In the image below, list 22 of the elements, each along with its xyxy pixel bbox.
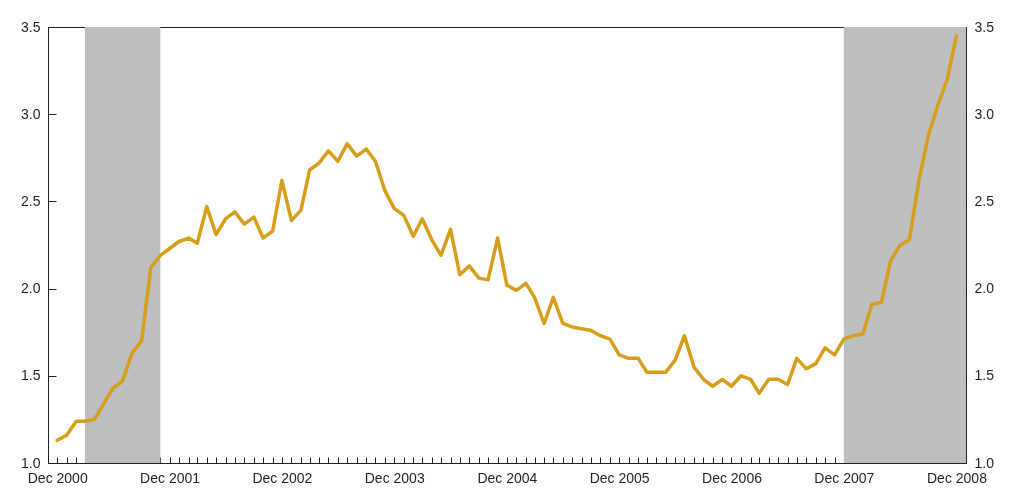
- x-tick-label: Dec 2002: [252, 469, 313, 486]
- y2-tick-label: 3.0: [974, 105, 995, 122]
- x-tick-label: Dec 2000: [27, 469, 88, 486]
- y-tick-label: 2.0: [21, 280, 41, 297]
- x-tick-label: Dec 2001: [140, 469, 201, 486]
- x-tick-label: Dec 2003: [364, 469, 425, 486]
- y2-tick-label: 2.5: [974, 192, 995, 209]
- y-tick-label: 3.0: [21, 105, 41, 122]
- y-tick-label: 2.5: [21, 192, 41, 209]
- x-tick-label: Dec 2008: [926, 469, 988, 486]
- x-tick-label: Dec 2007: [814, 469, 875, 486]
- line-series: [55, 33, 959, 443]
- y-tick-label: 1.5: [21, 367, 41, 384]
- y2-tick-label: 1.5: [974, 367, 995, 384]
- x-tick-label: Dec 2006: [702, 469, 763, 486]
- y2-tick-label: 1.0: [974, 454, 995, 471]
- y-tick-label: 3.5: [21, 18, 41, 35]
- x-tick-label: Dec 2004: [477, 469, 538, 486]
- y2-tick-label: 2.0: [974, 280, 995, 297]
- y2-tick-label: 3.5: [974, 18, 995, 35]
- y-tick-label: 1.0: [21, 454, 41, 471]
- x-tick-label: Dec 2005: [589, 469, 650, 486]
